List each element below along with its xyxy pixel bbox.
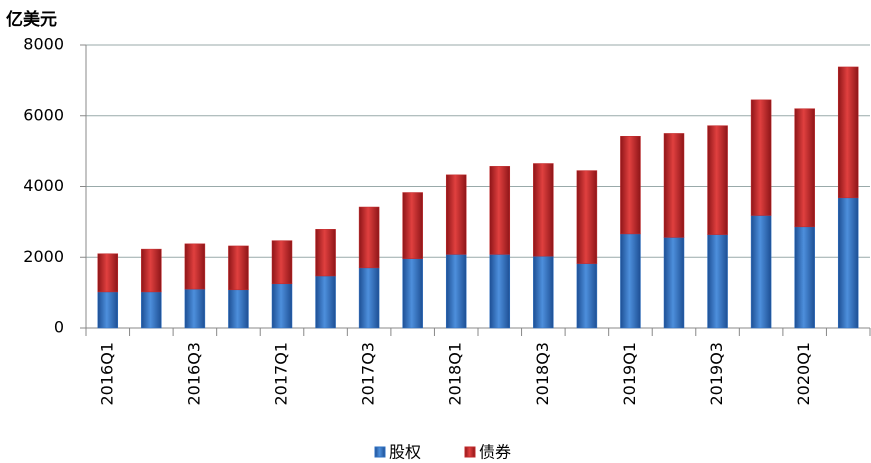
bar-segment [837,66,859,199]
bar-segment [576,263,598,329]
bar-segment [620,136,641,235]
legend-swatch [464,446,476,458]
y-tick-label: 2000 [23,247,64,266]
bar-segment [97,253,119,293]
y-tick-label: 6000 [23,105,64,124]
x-tick-label: 2019Q1 [620,342,639,406]
legend-label: 债券 [479,443,511,462]
bar-segment [663,237,685,329]
x-tick-label: 2018Q1 [446,342,465,406]
bar-segment [576,170,598,264]
bar-segment [750,215,772,329]
bar-segment [97,291,119,329]
bar-segment [445,254,467,329]
bar-segment [184,288,206,329]
bar-segment [358,267,380,329]
x-tick-label: 2020Q1 [794,342,813,406]
bar-segment [533,163,554,257]
bar-segment [663,133,685,238]
bar-segment [271,240,293,285]
x-tick-label: 2016Q1 [97,342,116,406]
x-tick-label: 2018Q3 [533,342,552,406]
bar-segment [141,248,162,293]
y-tick-label: 8000 [23,35,64,54]
bar-segment [445,174,467,255]
bar-segment [489,254,511,329]
x-tick-label: 2017Q3 [359,342,378,406]
y-tick-label: 4000 [23,176,64,195]
bar-segment [750,99,772,216]
bar-segment [707,125,728,235]
x-tick-label: 2017Q1 [272,342,291,406]
bar-segment [794,226,815,329]
bar-segment [228,289,249,329]
bar-segment [315,229,336,277]
legend-swatch [374,446,386,458]
bar-segment [315,275,336,329]
bar-segment [141,291,162,329]
x-tick-label: 2016Q3 [184,342,203,406]
bar-segment [794,108,815,228]
y-axis-title: 亿美元 [6,9,57,30]
bar-segment [837,197,859,329]
legend-label: 股权 [389,443,421,462]
bar-segment [228,245,249,291]
bar-segment [184,243,206,290]
bar-segment [707,234,728,329]
bar-segment [402,258,423,329]
bar-segment [620,233,641,329]
bar-segment [489,166,511,255]
bar-segment [358,206,380,269]
y-tick-label: 0 [54,318,64,337]
x-tick-label: 2019Q3 [707,342,726,406]
bar-segment [402,192,423,259]
bar-segment [271,283,293,329]
bar-segment [533,255,554,329]
